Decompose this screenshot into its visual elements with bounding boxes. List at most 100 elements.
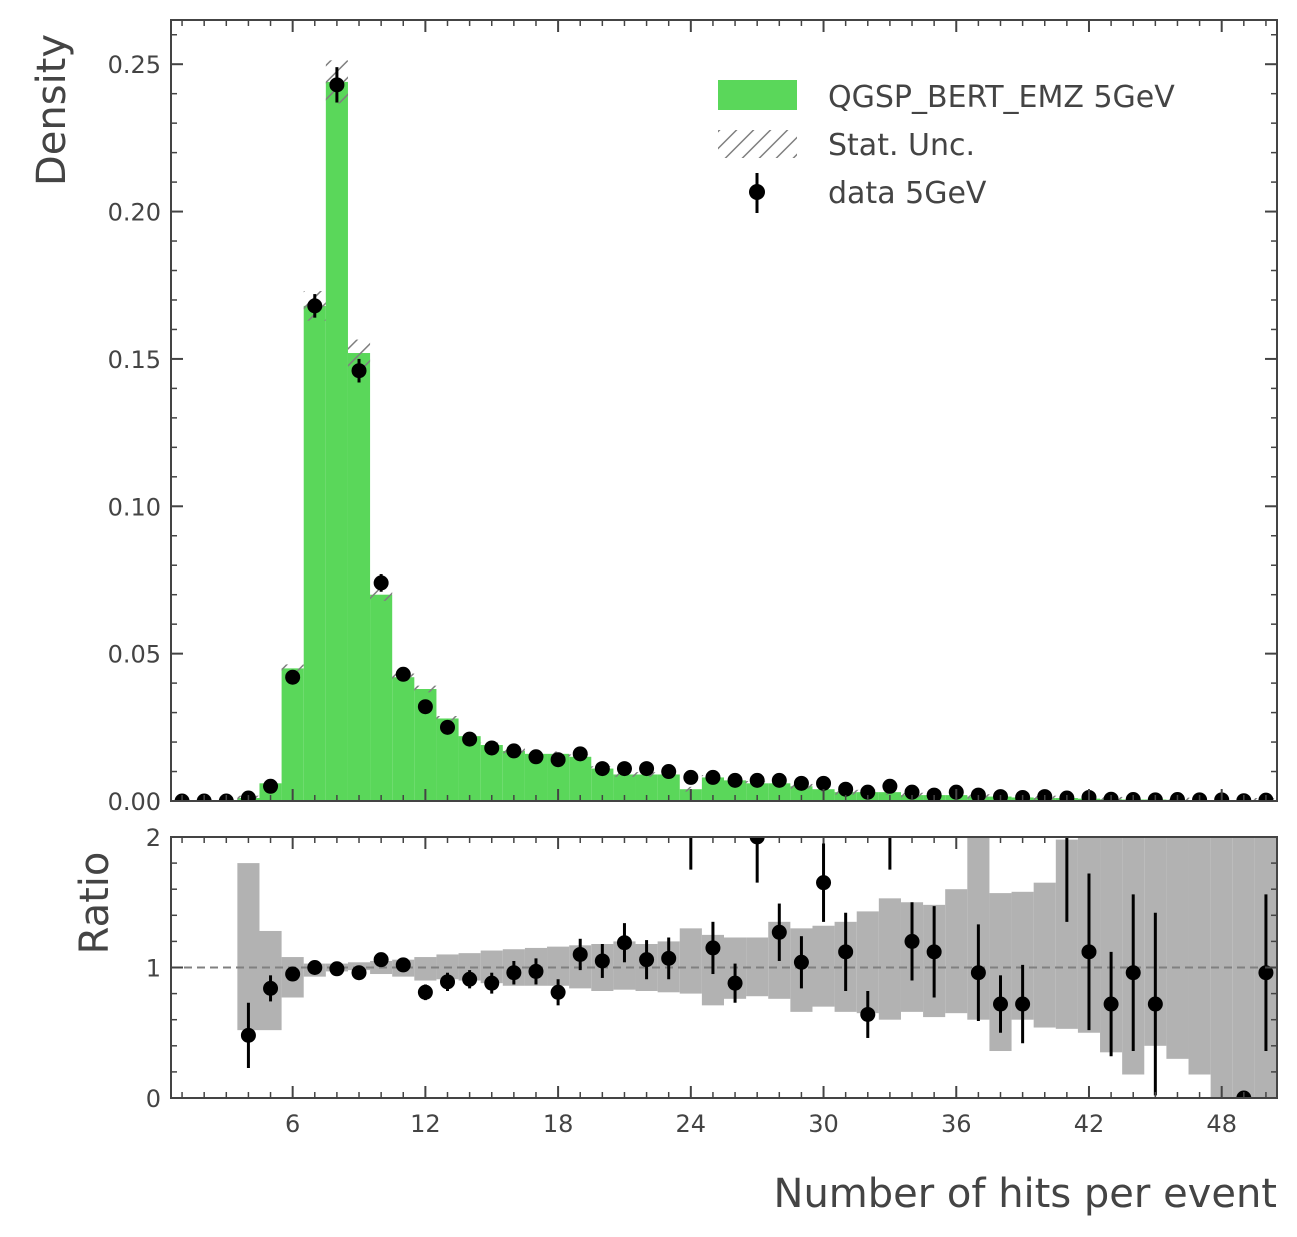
legend-mc-swatch [718,80,797,110]
ratio-point [329,961,345,977]
ratio-unc-band [1277,837,1297,1098]
ratio-point [550,984,566,1000]
main-y-tick-label: 0.00 [108,788,161,816]
mc-bar [768,783,791,801]
main-y-tick-label: 0.10 [108,493,161,521]
x-tick-label: 24 [676,1110,707,1138]
data-point [727,772,743,788]
data-point [970,787,986,801]
data-point [373,575,389,591]
data-point [838,781,854,797]
stat-unc-hatch [347,339,371,367]
ratio-point [816,875,832,891]
mc-bar [392,677,415,801]
ratio-point [1258,965,1274,981]
main-axes-frame [170,19,1278,802]
ratio-point [417,984,433,1000]
data-point [683,769,699,785]
mc-bar [325,81,348,801]
x-tick-label: 12 [410,1110,441,1138]
data-point [594,761,610,777]
ratio-point [528,963,544,979]
data-point [749,772,765,788]
ratio-point [1081,944,1097,960]
ratio-unc-band [1033,882,1056,1028]
main-y-tick-label: 0.20 [108,199,161,227]
ratio-point [771,924,787,940]
ratio-unc-band [878,898,901,1020]
ratio-point [594,953,610,969]
data-point [616,761,632,777]
ratio-point [793,954,809,970]
ratio-point [307,960,323,975]
data-point [572,746,588,762]
mc-bar [746,783,769,801]
data-point [307,298,323,314]
ratio-point [240,1027,256,1043]
mc-bar [701,777,724,801]
main-plot-area [174,60,1277,801]
mc-bar [635,774,658,801]
main-panel: 0.00 0.05 0.10 0.15 0.20 0.25 Density QGSP_BE… [29,19,1278,849]
mc-bar [724,780,747,801]
x-tick-label: 48 [1206,1110,1237,1138]
ratio-y-tick-label: 2 [146,824,161,852]
x-tick-label: 42 [1074,1110,1105,1138]
legend: QGSP_BERT_EMZ 5GeV Stat. Unc. data 5GeV [718,80,1175,213]
stat-unc-hatch [414,685,437,693]
ratio-unc-band [1188,837,1211,1075]
ratio-unc-band [1055,839,1078,1029]
ratio-unc-band [1210,837,1233,1098]
x-axis-label: Number of hits per event [774,1171,1277,1217]
main-y-axis-label: Density [29,34,75,186]
main-y-tick-label: 0.05 [108,641,161,669]
ratio-point [285,966,301,982]
x-tick-label: 36 [941,1110,972,1138]
data-point [705,769,721,785]
ratio-point [661,950,677,966]
ratio-point [749,837,765,845]
ratio-unc-band [1100,837,1123,1053]
data-point [440,719,455,735]
ratio-point [705,940,721,956]
mc-bar [591,768,614,801]
data-point [661,764,677,780]
x-tick-label: 6 [285,1110,300,1138]
ratio-point [506,965,522,981]
mc-bar [436,718,459,801]
ratio-point [373,952,389,968]
data-point [285,669,301,685]
ratio-point [616,935,632,951]
ratio-unc-band [812,925,835,1007]
mc-bar [303,305,326,801]
mc-bar [613,774,636,801]
ratio-point [351,965,367,981]
legend-mc-label: QGSP_BERT_EMZ 5GeV [828,80,1175,115]
mc-bar [347,353,371,801]
legend-hatch-label: Stat. Unc. [828,128,975,163]
ratio-unc-band [237,863,260,1031]
mc-bar [502,750,525,801]
ratio-unc-band [1011,891,1034,1020]
ratio-point [926,944,942,960]
ratio-point [727,975,743,991]
data-point [329,77,345,93]
ratio-point [263,980,279,996]
legend-hatch-swatch [718,130,797,158]
data-point [882,778,898,794]
ratio-point [838,944,854,960]
data-point [417,699,433,715]
data-point [793,775,809,791]
legend-data-label: data 5GeV [828,176,987,211]
stat-unc-hatch [436,716,459,721]
ratio-point [1147,996,1163,1012]
ratio-point [904,933,920,949]
data-point [771,772,787,788]
ratio-point [395,957,411,973]
ratio-unc-band [1166,837,1189,1059]
ratio-plot-area [171,837,1297,1098]
data-point [462,731,478,747]
x-tick-label: 30 [808,1110,839,1138]
legend-data-marker [749,184,765,200]
